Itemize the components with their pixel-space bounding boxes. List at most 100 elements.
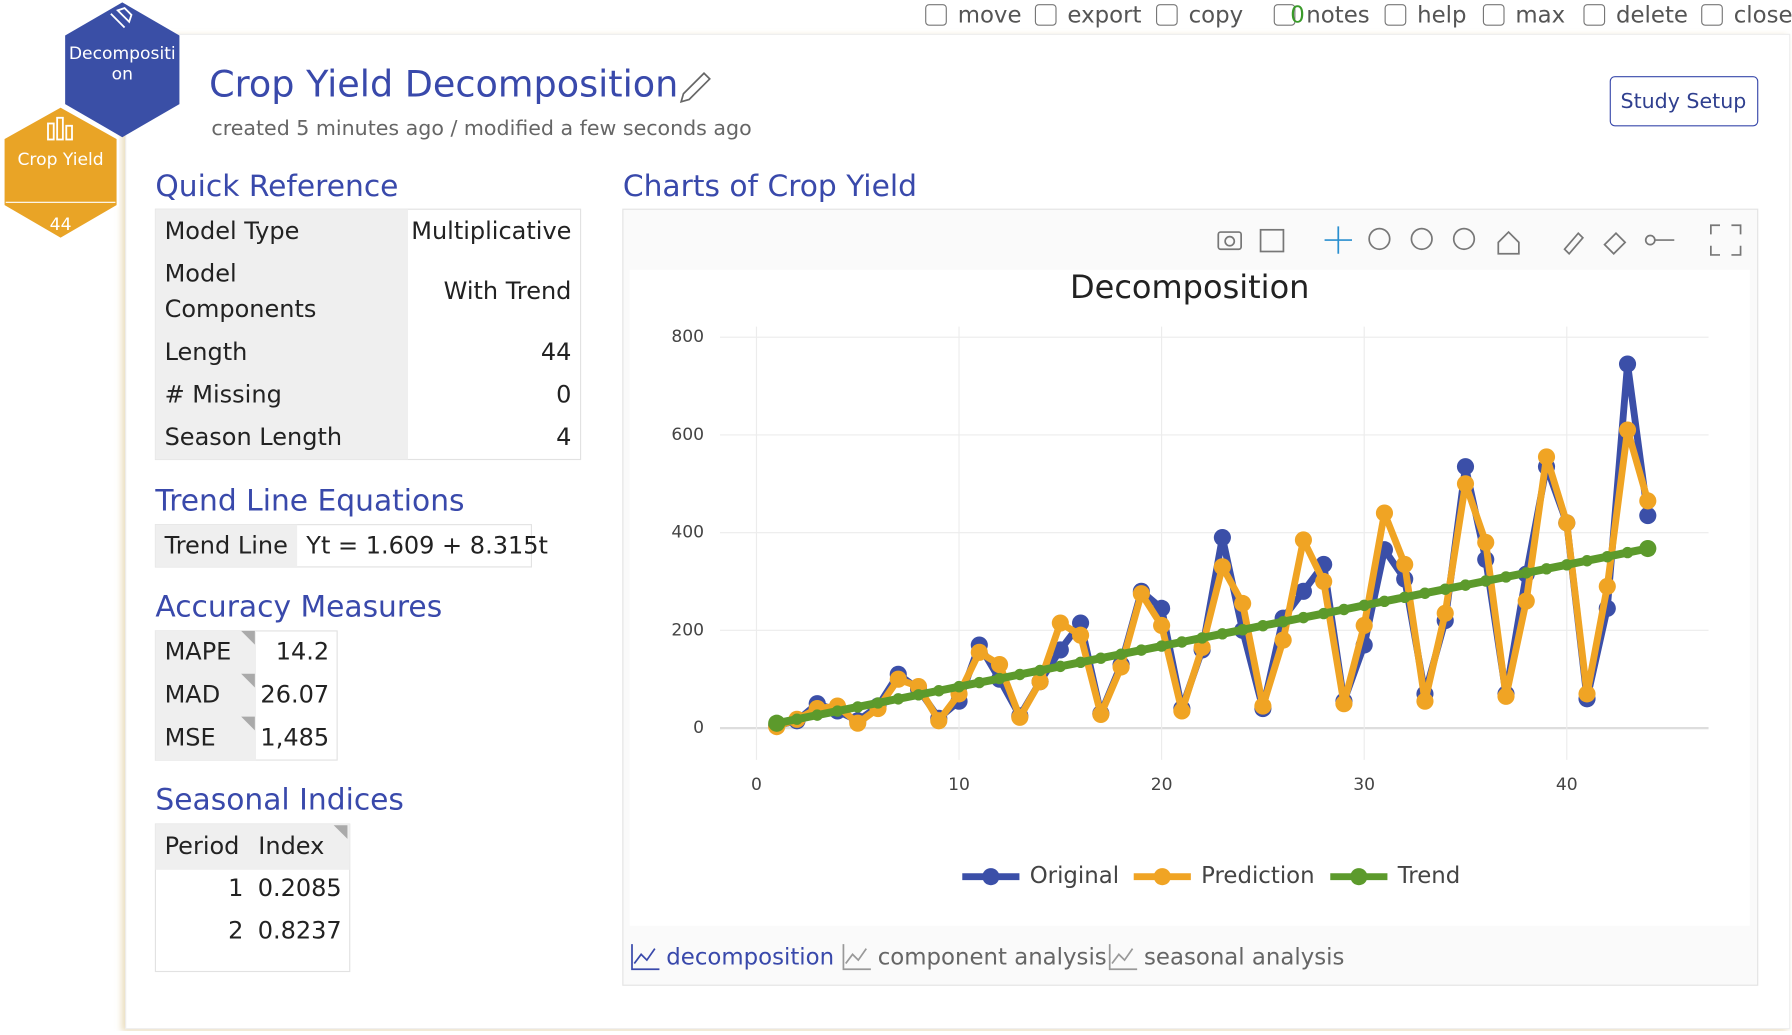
toolbar-item[interactable]: copy [1189, 3, 1244, 29]
data-point [1459, 579, 1472, 591]
data-point [1480, 575, 1492, 587]
row-value: 26.07 [260, 681, 329, 709]
table-col [155, 524, 298, 567]
toolbar-item[interactable]: help [1417, 3, 1466, 29]
data-point [1520, 567, 1532, 579]
data-point [1297, 611, 1310, 624]
data-point [1416, 692, 1434, 710]
data-point [993, 672, 1006, 685]
data-point [1031, 673, 1049, 691]
data-point [1213, 528, 1231, 547]
legend-label[interactable]: Original [1030, 863, 1119, 889]
chart-title: Decomposition [1070, 268, 1309, 306]
toolbar-icon[interactable] [1034, 4, 1057, 26]
column-header: Period [165, 832, 240, 860]
tab[interactable]: decomposition [666, 944, 834, 970]
info-corner [241, 716, 255, 731]
data-point [1375, 504, 1394, 522]
toolbar-item[interactable]: move [958, 3, 1022, 29]
data-point [973, 676, 986, 689]
data-point [1112, 658, 1130, 676]
row-label: Model [165, 259, 237, 287]
dataset-badge[interactable] [2, 105, 119, 241]
row-value: With Trend [444, 277, 572, 305]
toolbar-icon[interactable] [1273, 4, 1296, 26]
data-point [1618, 421, 1637, 439]
data-point [1173, 702, 1191, 720]
data-point [930, 712, 948, 730]
study-setup-button[interactable] [1609, 76, 1759, 127]
toolbar-item[interactable]: notes [1306, 3, 1369, 29]
badge-count: 44 [50, 215, 72, 235]
data-point [1236, 624, 1249, 636]
data-point [1274, 631, 1292, 649]
x-tick-label: 40 [1556, 775, 1578, 795]
row-label: MSE [165, 723, 216, 751]
data-point [1497, 687, 1515, 705]
data-point [892, 693, 904, 705]
toolbar-icon[interactable] [1482, 4, 1505, 26]
data-point [1051, 614, 1069, 632]
data-point [1561, 559, 1573, 571]
toolbar-icon[interactable] [1156, 4, 1178, 26]
edit-icon[interactable] [679, 72, 711, 104]
data-point [1398, 591, 1411, 603]
row-label: Season Length [165, 423, 343, 451]
info-corner [333, 825, 348, 839]
toolbar-item[interactable]: delete [1616, 3, 1688, 29]
data-point [872, 697, 884, 709]
data-point [1378, 595, 1391, 608]
table-head [155, 824, 350, 870]
data-point [1517, 592, 1535, 610]
legend-label[interactable]: Trend [1397, 863, 1461, 889]
data-point [1456, 458, 1475, 476]
data-point [1540, 563, 1553, 575]
data-point [1294, 582, 1312, 600]
data-point [1578, 685, 1596, 703]
plot-card [629, 269, 1750, 926]
data-point [1558, 514, 1576, 532]
toolbar-item[interactable]: close [1734, 3, 1792, 29]
data-point [953, 680, 965, 693]
toolbar-icon[interactable] [1583, 4, 1606, 26]
data-point [1358, 599, 1370, 612]
data-point [1234, 594, 1252, 613]
data-point [1132, 585, 1150, 603]
cell: 1 [228, 874, 243, 902]
data-point [1213, 558, 1231, 576]
toolbar-item[interactable]: export [1067, 3, 1141, 29]
toolbar-item[interactable]: max [1515, 3, 1565, 29]
data-point [1537, 448, 1556, 466]
toolbar-icon[interactable] [1701, 4, 1723, 26]
data-point [1034, 664, 1046, 677]
tab[interactable]: component analysis [878, 944, 1107, 970]
data-point [1072, 626, 1090, 644]
toolbar-icon[interactable] [925, 4, 947, 26]
modebar[interactable] [1217, 224, 1742, 256]
toolbar-icon[interactable] [1384, 4, 1407, 26]
tab-icon[interactable] [631, 944, 660, 971]
button-label[interactable]: Study Setup [1621, 89, 1747, 113]
data-point [768, 714, 786, 732]
y-tick-label: 800 [671, 327, 704, 347]
section-title: Quick Reference [155, 169, 398, 204]
row-label: MAD [165, 681, 221, 709]
row-label: Length [165, 338, 248, 366]
data-point [1072, 614, 1090, 632]
y-tick-label: 0 [693, 718, 704, 738]
data-point [1601, 550, 1613, 563]
badge-label: Decompositi on [69, 44, 176, 85]
row-value: Yt = 1.609 + 8.315t [305, 531, 548, 559]
tab-icon[interactable] [1108, 944, 1138, 971]
tab[interactable]: seasonal analysis [1144, 944, 1344, 970]
data-point [1257, 620, 1269, 632]
data-point [1153, 616, 1171, 635]
tab-icon[interactable] [842, 944, 871, 971]
cell: 2 [228, 916, 243, 944]
data-point [1317, 607, 1330, 620]
legend-label[interactable]: Prediction [1201, 863, 1314, 889]
section-title: Seasonal Indices [155, 783, 403, 818]
data-point [1436, 604, 1454, 622]
analysis-badge[interactable] [65, 2, 180, 138]
